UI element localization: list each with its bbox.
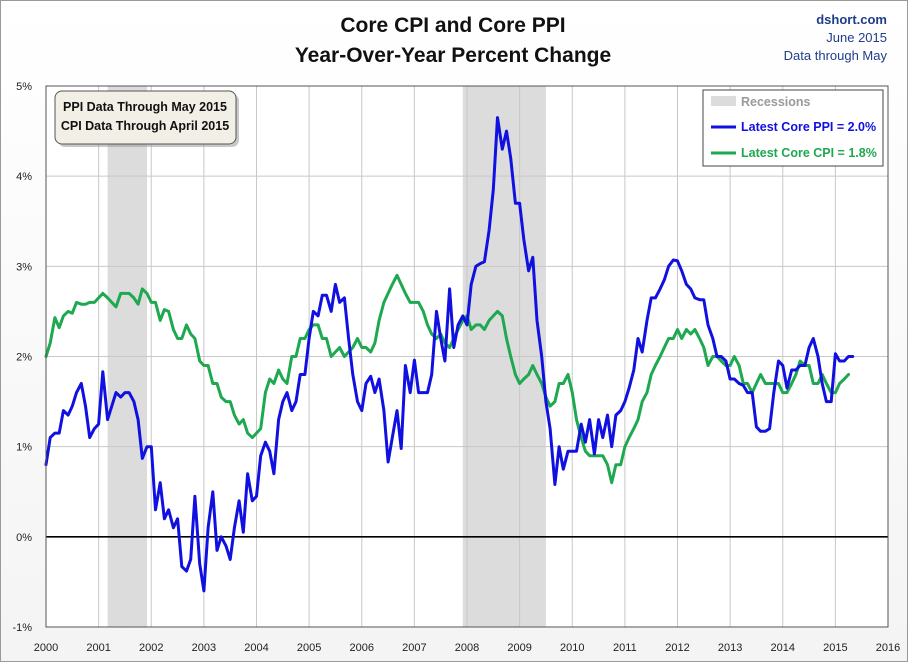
x-tick-label: 2003: [192, 642, 216, 654]
x-tick-label: 2005: [297, 642, 321, 654]
legend-ppi-label: Latest Core PPI = 2.0%: [741, 120, 876, 134]
y-tick-label: 2%: [16, 352, 32, 364]
x-tick-label: 2006: [350, 642, 374, 654]
chart-title-line2: Year-Over-Year Percent Change: [295, 44, 611, 67]
x-tick-label: 2015: [823, 642, 847, 654]
x-tick-label: 2012: [665, 642, 689, 654]
y-tick-label: 1%: [16, 442, 32, 454]
x-tick-label: 2000: [34, 642, 58, 654]
data-through-label: Data through May: [784, 48, 888, 63]
chart-title-line1: Core CPI and Core PPI: [340, 14, 565, 37]
y-tick-label: 3%: [16, 261, 32, 273]
source-label: dshort.com: [816, 12, 887, 27]
x-tick-label: 2014: [771, 642, 795, 654]
legend-cpi-label: Latest Core CPI = 1.8%: [741, 146, 877, 160]
x-tick-label: 2016: [876, 642, 900, 654]
note-line2: CPI Data Through April 2015: [61, 119, 229, 133]
legend-recession-swatch: [711, 96, 736, 106]
note-line1: PPI Data Through May 2015: [63, 100, 227, 114]
x-tick-label: 2004: [244, 642, 268, 654]
x-tick-label: 2011: [613, 642, 637, 654]
y-tick-label: -1%: [12, 622, 32, 634]
y-axis-ticks: -1% 0% 1% 2% 3% 4% 5%: [12, 81, 32, 634]
ppi-series-line: [44, 116, 855, 593]
legend: Recessions Latest Core PPI = 2.0% Latest…: [702, 89, 884, 167]
x-tick-label: 2002: [139, 642, 163, 654]
x-tick-label: 2013: [718, 642, 742, 654]
x-axis-ticks: 2000 2001 2002 2003 2004 2005 2006 2007 2008 2009…: [34, 642, 900, 654]
series-lines: [44, 116, 855, 593]
y-tick-label: 0%: [16, 532, 32, 544]
x-tick-label: 2009: [507, 642, 531, 654]
source-date: June 2015: [826, 30, 887, 45]
x-tick-label: 2010: [560, 642, 584, 654]
data-note-box: PPI Data Through May 2015 CPI Data Throu…: [54, 90, 239, 147]
x-tick-label: 2001: [86, 642, 110, 654]
y-tick-label: 4%: [16, 171, 32, 183]
y-tick-label: 5%: [16, 81, 32, 93]
x-tick-label: 2008: [455, 642, 479, 654]
x-tick-label: 2007: [402, 642, 426, 654]
legend-recessions-label: Recessions: [741, 95, 811, 109]
plot-border: [45, 85, 889, 628]
